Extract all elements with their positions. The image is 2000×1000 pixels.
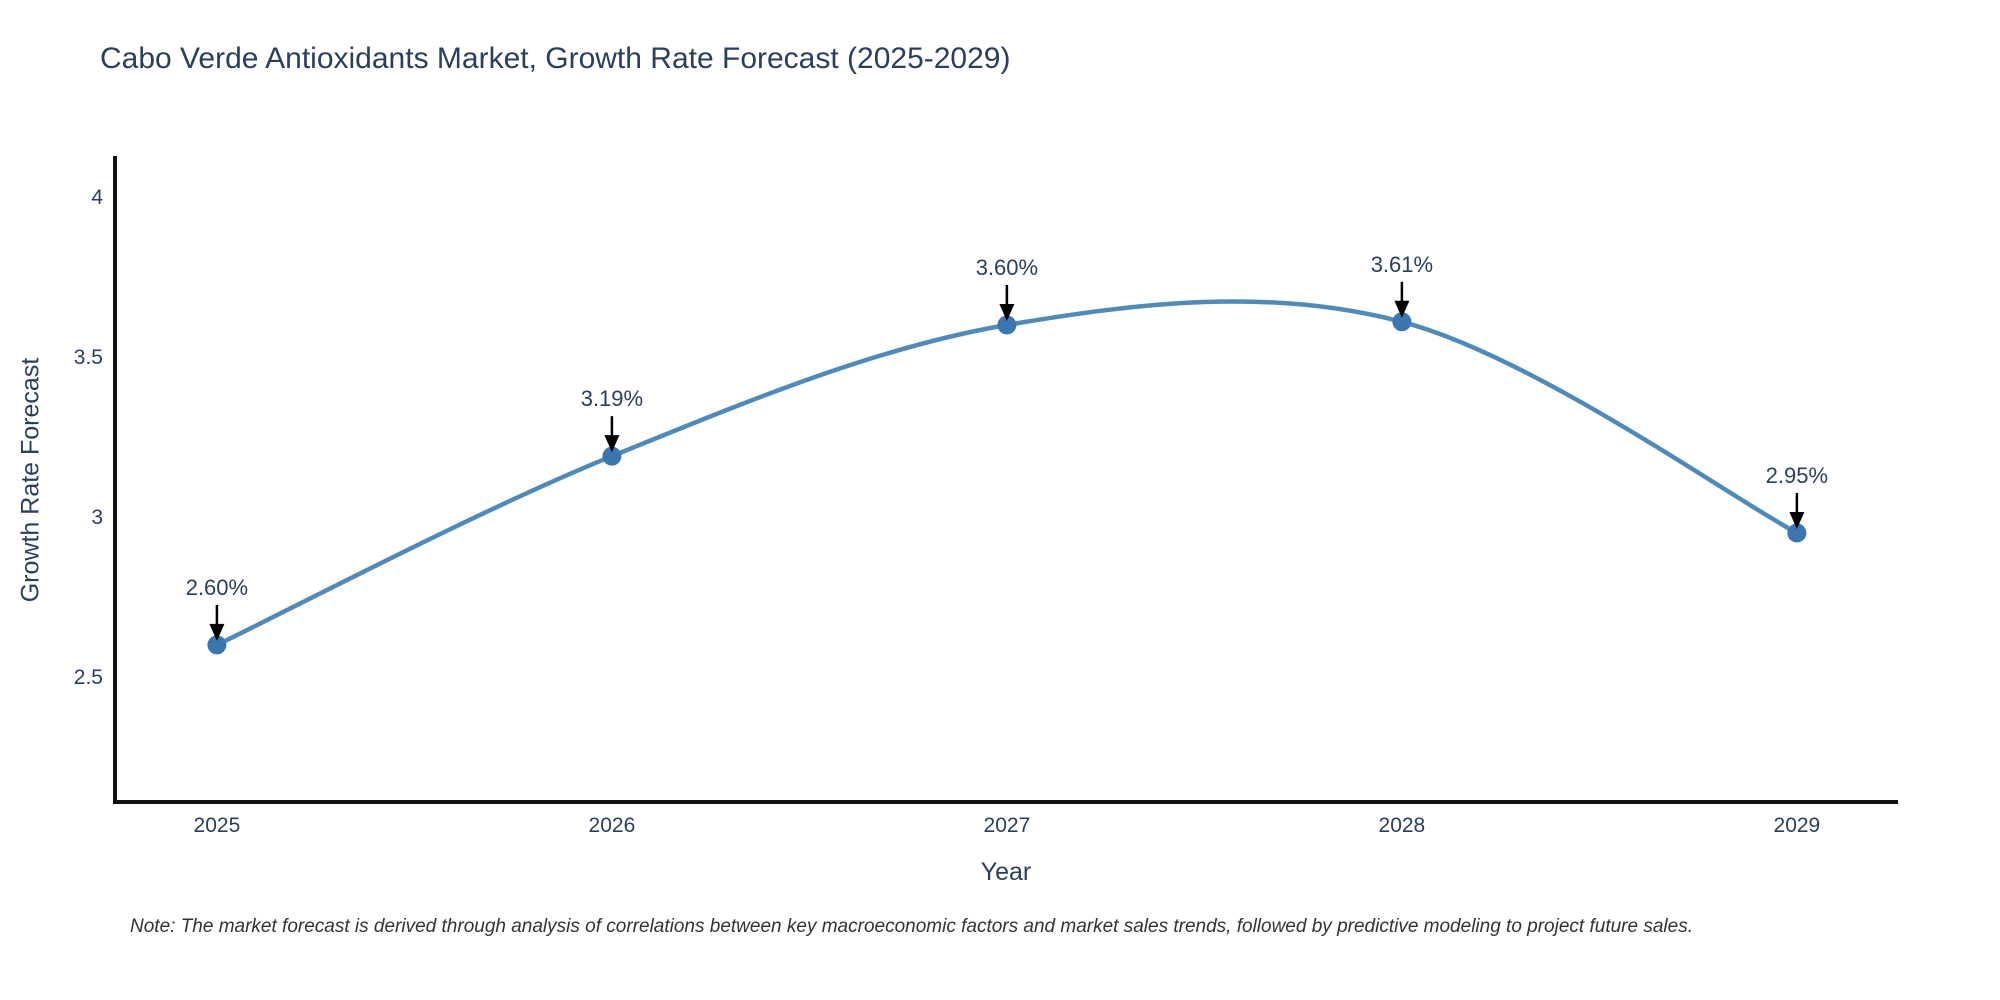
point-annotation-label: 2.95%	[1766, 463, 1828, 488]
annotation-arrowhead-icon	[1789, 511, 1805, 529]
y-tick-label: 3	[91, 506, 103, 529]
y-axis-title: Growth Rate Forecast	[16, 357, 45, 603]
x-tick-label: 2025	[194, 814, 241, 837]
annotation-arrowhead-icon	[1394, 300, 1410, 318]
y-tick-label: 3.5	[74, 346, 103, 369]
point-annotation-label: 3.61%	[1371, 252, 1433, 277]
x-tick-label: 2027	[984, 814, 1031, 837]
x-axis-title: Year	[980, 858, 1032, 886]
x-tick-label: 2028	[1379, 814, 1426, 837]
point-annotation-label: 3.19%	[581, 386, 643, 411]
data-point-marker[interactable]	[602, 446, 622, 466]
x-tick-label: 2026	[589, 814, 636, 837]
line-chart-canvas[interactable]: 2.5 3 3.5 4 2025 2026 2027 2028 2029 2.60% 3.19% 3.…	[0, 0, 2000, 900]
y-tick-label: 2.5	[74, 666, 103, 689]
point-annotation-label: 2.60%	[186, 575, 248, 600]
footnote: Note: The market forecast is derived thr…	[130, 916, 1693, 937]
x-tick-label: 2029	[1774, 814, 1821, 837]
series-line	[214, 299, 1800, 648]
data-point-marker[interactable]	[207, 635, 227, 655]
data-point-marker[interactable]	[997, 315, 1017, 335]
data-point-marker[interactable]	[1392, 312, 1412, 332]
y-tick-label: 4	[91, 186, 103, 209]
annotation-arrowhead-icon	[209, 623, 225, 641]
data-point-marker[interactable]	[1787, 523, 1807, 543]
annotation-arrowhead-icon	[604, 435, 620, 453]
annotation-arrowhead-icon	[999, 303, 1015, 321]
chart-title: Cabo Verde Antioxidants Market, Growth R…	[100, 42, 1011, 75]
point-annotation-label: 3.60%	[976, 255, 1038, 280]
